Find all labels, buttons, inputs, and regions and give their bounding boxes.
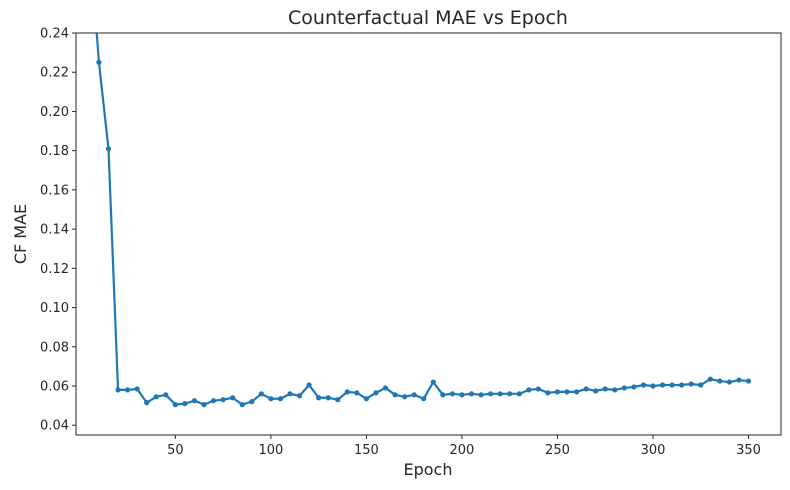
data-point — [507, 391, 513, 397]
data-point — [124, 387, 131, 393]
data-point — [163, 392, 169, 398]
data-point — [354, 390, 360, 396]
x-tick-label: 250 — [545, 443, 570, 458]
x-tick-label: 350 — [736, 443, 761, 458]
data-point — [411, 392, 417, 398]
data-point — [363, 396, 370, 402]
data-point — [306, 382, 312, 388]
data-point — [430, 379, 436, 385]
data-point — [583, 386, 589, 392]
data-point — [402, 394, 408, 400]
x-tick-label: 100 — [258, 443, 283, 458]
data-point — [631, 384, 637, 390]
data-point — [277, 396, 284, 402]
data-point — [640, 382, 647, 388]
x-tick-label: 50 — [167, 443, 184, 458]
data-point — [287, 391, 293, 397]
data-point — [182, 401, 188, 407]
data-point — [153, 394, 159, 400]
series-layer — [95, 33, 752, 408]
data-point — [745, 378, 752, 384]
data-point — [249, 399, 255, 405]
data-point — [593, 388, 599, 394]
data-point — [268, 396, 274, 402]
data-point — [440, 392, 446, 398]
data-point — [650, 383, 656, 389]
data-point — [96, 59, 102, 66]
data-point — [707, 376, 713, 382]
data-point — [698, 382, 704, 388]
data-point — [134, 386, 140, 392]
data-point — [573, 389, 580, 395]
series-line — [95, 33, 749, 406]
chart-title: Counterfactual MAE vs Epoch — [288, 7, 568, 29]
data-point — [564, 389, 570, 395]
data-point — [679, 382, 685, 388]
data-point — [335, 397, 341, 403]
data-point — [459, 392, 465, 398]
data-point — [468, 391, 475, 397]
y-tick-label: 0.22 — [40, 66, 69, 81]
data-point — [516, 391, 522, 397]
x-tick-label: 150 — [354, 443, 379, 458]
y-tick-label: 0.06 — [40, 379, 69, 394]
data-point — [172, 402, 178, 408]
data-point — [105, 146, 112, 152]
data-point — [621, 385, 627, 391]
data-point — [144, 400, 150, 406]
x-axis-ticks: 50 100 150 200 250 300 350 — [167, 435, 761, 458]
data-point — [344, 389, 350, 395]
data-point — [296, 393, 303, 399]
data-point — [316, 395, 322, 401]
data-point — [392, 392, 398, 398]
data-point — [421, 396, 427, 402]
y-axis-label: CF MAE — [11, 204, 30, 264]
data-point — [210, 398, 217, 404]
y-tick-label: 0.10 — [40, 301, 69, 316]
plot-frame — [75, 32, 782, 436]
y-tick-label: 0.20 — [40, 105, 69, 120]
data-point — [659, 382, 666, 388]
y-tick-label: 0.08 — [40, 340, 69, 355]
y-tick-label: 0.18 — [40, 144, 69, 159]
y-tick-label: 0.04 — [40, 419, 69, 434]
data-point — [669, 382, 675, 388]
y-axis-ticks: 0.04 0.06 0.08 0.10 0.12 0.14 0.16 0.18 0.20 0.22… — [40, 27, 76, 434]
data-point — [688, 381, 694, 387]
data-point — [201, 402, 207, 408]
data-point — [497, 391, 503, 397]
data-point — [220, 397, 226, 403]
data-point — [526, 387, 532, 393]
y-tick-label: 0.16 — [40, 183, 69, 198]
y-tick-label: 0.14 — [40, 223, 69, 238]
x-axis-label: Epoch — [404, 460, 453, 479]
y-tick-label: 0.24 — [40, 27, 69, 42]
data-point — [449, 391, 455, 397]
data-point — [612, 387, 618, 393]
data-point — [230, 395, 236, 401]
data-point — [239, 402, 245, 408]
x-tick-label: 300 — [641, 443, 666, 458]
data-point — [325, 395, 331, 401]
data-point — [554, 389, 561, 395]
data-point — [258, 391, 264, 397]
data-point — [717, 378, 723, 384]
data-point — [487, 391, 494, 397]
data-point — [726, 379, 733, 385]
data-point — [478, 392, 484, 398]
data-point — [602, 386, 608, 392]
data-point — [373, 390, 379, 396]
data-point — [115, 387, 121, 393]
data-point — [535, 386, 541, 392]
data-point — [545, 390, 551, 396]
y-tick-label: 0.12 — [40, 262, 69, 277]
x-tick-label: 200 — [450, 443, 475, 458]
data-point — [736, 377, 742, 383]
data-point — [382, 385, 389, 391]
data-point — [191, 398, 198, 404]
